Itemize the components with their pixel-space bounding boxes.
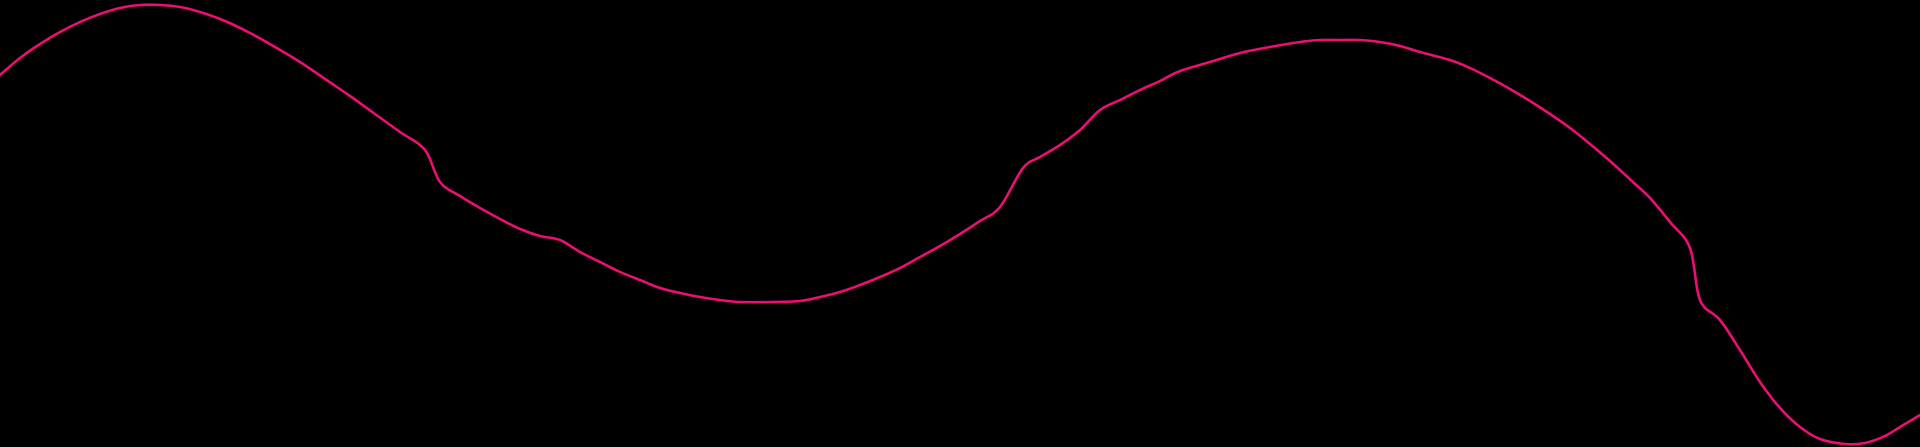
curve-series-line: [0, 3, 1920, 446]
